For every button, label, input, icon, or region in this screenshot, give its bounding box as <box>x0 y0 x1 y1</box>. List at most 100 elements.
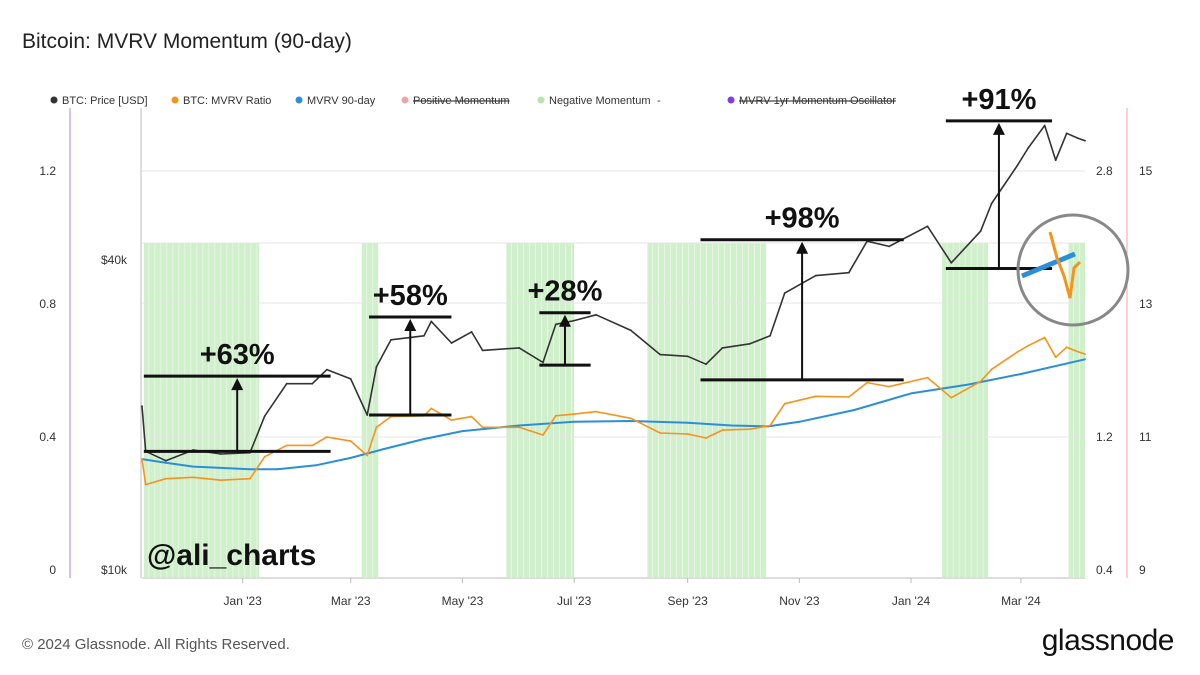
y-tick-mvrv: 0.4 <box>1096 563 1113 577</box>
data-point-btc-mvrv-ratio <box>249 477 251 480</box>
legend-label-4[interactable]: Negative Momentum <box>549 95 651 107</box>
data-point-btc-mvrv-ratio <box>1076 350 1079 353</box>
negative-momentum-bands <box>143 243 1085 578</box>
y-tick-momentum: 11 <box>1139 430 1152 444</box>
legend-swatch-4[interactable] <box>537 96 545 104</box>
x-axis-ticks: Jan '23 Mar '23 May '23 Jul '23 Sep '23 Nov '… <box>224 578 1041 608</box>
data-point-btc-mvrv-ratio <box>375 426 378 429</box>
negative-momentum-band <box>506 243 575 578</box>
x-tick-label: Jan '23 <box>224 594 263 608</box>
y-tick-oscillator: 0.8 <box>39 297 56 311</box>
data-point-btc-mvrv-ratio <box>866 381 868 384</box>
data-point-mvrv-90-day <box>1084 358 1086 361</box>
gain-annotations: +63% +58% +28% +98% +91% @ali_charts <box>143 84 1130 572</box>
data-point-btc-mvrv-ratio <box>630 417 632 420</box>
x-tick-label: Jan '24 <box>892 594 931 608</box>
gain-annotation-5: +91% <box>945 84 1053 271</box>
chart-title: Bitcoin: MVRV Momentum (90-day) <box>22 30 352 53</box>
annotation-label: +91% <box>961 84 1036 116</box>
data-point-btc-price-usd <box>783 292 786 294</box>
data-point-btc-price-usd <box>814 274 817 277</box>
data-point-mvrv-90-day <box>630 420 632 422</box>
negative-momentum-band <box>361 243 379 578</box>
data-point-btc-mvrv-ratio <box>366 454 369 457</box>
negative-momentum-band <box>1068 243 1085 578</box>
annotation-arrow-head <box>558 314 571 327</box>
data-point-btc-price-usd <box>1016 164 1019 167</box>
data-point-btc-price-usd <box>423 334 425 337</box>
data-point-mvrv-90-day <box>249 468 251 471</box>
data-point-btc-price-usd <box>349 378 352 380</box>
data-point-btc-mvrv-ratio <box>542 434 544 436</box>
data-point-btc-price-usd <box>430 320 433 323</box>
data-point-btc-mvrv-ratio <box>219 479 222 482</box>
data-point-btc-price-usd <box>375 366 378 368</box>
legend-label-1[interactable]: BTC: MVRV Ratio <box>183 95 271 107</box>
y-tick-momentum: 9 <box>1139 563 1146 577</box>
data-point-btc-mvrv-ratio <box>450 419 453 421</box>
data-point-btc-price-usd <box>1054 159 1057 162</box>
data-point-btc-mvrv-ratio <box>1065 346 1068 349</box>
annotation-arrow-head <box>992 122 1005 135</box>
band-fill <box>1068 243 1085 578</box>
data-point-btc-price-usd <box>219 453 222 455</box>
gain-annotation-4: +98% <box>700 203 904 382</box>
legend-label-6[interactable]: MVRV 1yr Momentum Oscillator <box>739 95 896 107</box>
y-tick-oscillator: 0.4 <box>39 430 56 444</box>
data-point-btc-mvrv-ratio <box>847 396 850 398</box>
legend-label-0[interactable]: BTC: Price [USD] <box>62 95 148 107</box>
data-point-mvrv-90-day <box>349 457 352 459</box>
data-point-mvrv-90-day <box>164 461 167 464</box>
x-tick-label: Sep '23 <box>667 594 708 608</box>
legend-swatch-0[interactable] <box>50 96 58 104</box>
data-point-btc-price-usd <box>926 225 929 228</box>
data-point-btc-mvrv-ratio <box>1084 353 1086 355</box>
data-point-btc-price-usd <box>769 334 771 337</box>
y-tick-mvrv: 2.8 <box>1096 164 1113 178</box>
data-point-btc-price-usd <box>366 414 369 416</box>
data-point-btc-price-usd <box>285 382 288 385</box>
data-point-btc-price-usd <box>573 319 575 322</box>
data-point-btc-mvrv-ratio <box>311 444 314 447</box>
legend-label-2[interactable]: MVRV 90-day <box>307 95 376 107</box>
data-point-mvrv-90-day <box>219 467 222 469</box>
data-point-mvrv-90-day <box>384 447 387 450</box>
data-point-btc-price-usd <box>390 338 392 341</box>
legend-swatch-3[interactable] <box>401 96 409 104</box>
data-point-btc-mvrv-ratio <box>481 426 484 429</box>
data-point-mvrv-90-day <box>1020 373 1022 375</box>
data-point-btc-price-usd <box>686 355 689 358</box>
data-point-btc-mvrv-ratio <box>769 424 771 427</box>
data-point-btc-mvrv-ratio <box>721 429 724 431</box>
legend-swatch-6[interactable] <box>727 96 735 104</box>
data-point-btc-mvrv-ratio <box>814 395 817 398</box>
data-point-btc-mvrv-ratio <box>1016 351 1019 353</box>
y-tick-price: $10k <box>101 563 128 577</box>
data-point-btc-mvrv-ratio <box>686 433 689 435</box>
data-point-btc-price-usd <box>311 382 314 385</box>
data-point-btc-mvrv-ratio <box>518 426 521 429</box>
data-point-btc-mvrv-ratio <box>554 414 557 417</box>
annotation-label: +63% <box>200 339 275 371</box>
data-point-btc-price-usd <box>1065 132 1068 135</box>
data-point-btc-mvrv-ratio <box>888 385 890 388</box>
annotation-arrow-head <box>404 318 417 331</box>
legend-label-5[interactable]: - <box>657 95 661 107</box>
zoom-circle <box>1016 213 1130 327</box>
data-point-btc-mvrv-ratio <box>705 437 707 439</box>
zoom-circle-outline <box>1016 213 1130 327</box>
data-point-btc-price-usd <box>595 313 597 316</box>
data-point-btc-price-usd <box>1084 139 1086 142</box>
data-point-mvrv-90-day <box>910 392 912 395</box>
legend-swatch-1[interactable] <box>171 96 179 104</box>
chart-axes <box>69 108 1128 579</box>
data-point-btc-price-usd <box>950 261 953 264</box>
data-point-btc-mvrv-ratio <box>326 436 328 438</box>
legend-swatch-2[interactable] <box>295 96 303 104</box>
legend-label-3[interactable]: Positive Momentum <box>413 95 510 107</box>
data-point-btc-price-usd <box>326 368 328 371</box>
x-tick-label: Jul '23 <box>557 594 592 608</box>
annotation-label: +98% <box>765 203 840 235</box>
data-point-btc-price-usd <box>888 245 890 248</box>
data-point-mvrv-90-day <box>966 383 969 386</box>
